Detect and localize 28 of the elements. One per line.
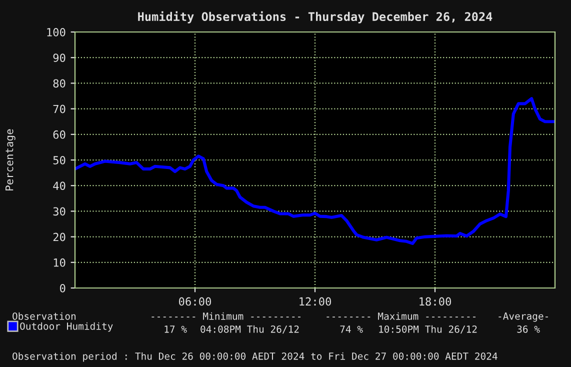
x-tick-label: 12:00	[300, 297, 332, 306]
text: 74 %	[340, 326, 363, 333]
text: 17 %	[164, 326, 187, 333]
y-tick-label: 20	[53, 232, 66, 242]
y-tick-label: 100	[47, 28, 66, 36]
line-series	[75, 97, 555, 245]
text: 10:50PM Thu 26/12	[379, 325, 477, 334]
text: 36 %	[517, 325, 540, 333]
y-tick-label: 0	[60, 284, 66, 292]
y-tick-label: 30	[53, 207, 66, 216]
x-tick-label: 06:00	[179, 297, 212, 306]
y-tick-label: 40	[53, 182, 66, 190]
y-tick-label: 70	[53, 104, 66, 114]
chart-title: Humidity Observations - Thursday December 26, 2024	[138, 11, 492, 24]
text: Observation period : Thu Dec 26 00:00:00 AEDT 2024 to Fri Dec 27 00:00:00 AEDT 2024	[12, 352, 498, 362]
y-tick-label: 80	[53, 79, 66, 88]
y-axis-title: Percentage	[6, 129, 16, 190]
y-tick-label: 10	[54, 258, 66, 267]
text: -------- Minimum ---------	[152, 312, 300, 320]
text: Observation	[12, 312, 76, 320]
y-tick-label: 90	[53, 54, 66, 62]
legend-label: Outdoor Humidity	[20, 322, 113, 332]
y-tick-label: 60	[53, 130, 66, 139]
y-tick-label: 50	[53, 156, 66, 164]
x-tick-label: 18:00	[420, 297, 452, 306]
text: -Average-	[498, 312, 548, 322]
text: 04:08PM Thu 26/12	[200, 325, 299, 334]
text: -------- Maximum ---------	[326, 312, 476, 320]
